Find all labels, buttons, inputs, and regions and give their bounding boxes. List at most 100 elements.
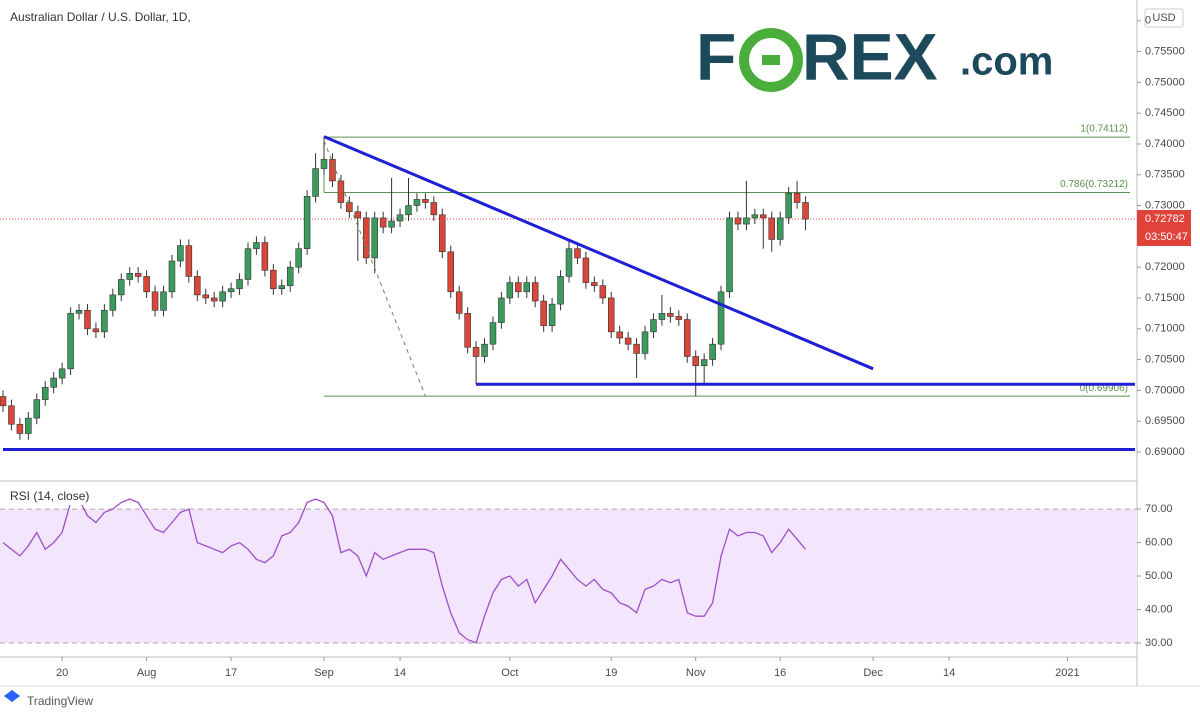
rsi-band <box>0 509 1137 643</box>
countdown: 03:50:47 <box>1145 231 1188 243</box>
x-tick-label: Nov <box>686 667 706 679</box>
candle-body <box>194 276 201 296</box>
candle-body <box>33 399 41 419</box>
x-tick-label: Oct <box>501 667 518 679</box>
x-tick-label: Dec <box>863 667 883 679</box>
candle-body <box>41 386 49 400</box>
candle-body <box>489 322 497 345</box>
candle-body <box>244 248 252 280</box>
candle-body <box>793 192 801 203</box>
candle-body <box>692 356 699 367</box>
currency[interactable]: USD <box>1152 12 1175 24</box>
candle-body <box>109 294 117 311</box>
candle-body <box>379 217 387 228</box>
candle-body <box>261 242 269 271</box>
candle-body <box>464 313 471 348</box>
countdown-box <box>1137 227 1191 246</box>
rsi-title-box <box>6 488 84 505</box>
last-price-box <box>1137 209 1191 228</box>
candle-body <box>185 245 193 277</box>
y-tick-label: 0.69000 <box>1145 446 1185 458</box>
candle-body <box>616 331 623 339</box>
candle-body <box>599 285 607 299</box>
candle-body <box>785 192 792 219</box>
candle-body <box>25 417 32 434</box>
y-tick-label: 0.70000 <box>1145 384 1185 396</box>
candle-body <box>219 291 226 302</box>
candle-body <box>540 300 547 326</box>
candle-body <box>472 346 480 357</box>
candle-body <box>633 343 640 354</box>
candle-body <box>236 279 243 290</box>
y-tick-label: 0.75500 <box>1145 45 1185 57</box>
candle-body <box>624 337 632 345</box>
x-tick-label: Aug <box>137 667 157 679</box>
footer: TradingView <box>4 690 93 708</box>
candle-body <box>134 273 142 277</box>
candle-body <box>278 285 286 290</box>
rsi-y-tick-label: 60.00 <box>1145 536 1173 548</box>
candle-body <box>151 291 159 311</box>
candle-body <box>67 313 74 370</box>
fib-label: 1(0.74112) <box>1080 124 1128 135</box>
x-tick-label: Sep <box>314 667 334 679</box>
candle-body <box>160 291 167 311</box>
candle-body <box>270 269 277 290</box>
candle-body <box>557 276 564 305</box>
candle-body <box>413 199 421 206</box>
candle-body <box>168 260 176 293</box>
candle-body <box>548 303 556 326</box>
y-tick-label: 0.73500 <box>1145 169 1185 181</box>
y-tick-label: 0 <box>1145 15 1151 27</box>
candle-body <box>481 343 488 357</box>
candle-body <box>346 202 353 213</box>
candle-body <box>371 217 378 259</box>
candle-body <box>607 297 615 333</box>
candle-body <box>641 331 649 354</box>
candle-body <box>84 309 91 330</box>
candle-body <box>760 214 767 219</box>
y-tick-label: 0.70500 <box>1145 353 1185 365</box>
logo-coin-bar <box>762 55 780 65</box>
candle-body <box>0 396 7 407</box>
x-tick-label: 14 <box>943 667 955 679</box>
x-tick-label: 16 <box>774 667 786 679</box>
rsi-y-tick-label: 40.00 <box>1145 603 1173 615</box>
trend-line <box>323 135 874 371</box>
candle-body <box>422 199 429 203</box>
tradingview-icon <box>4 690 20 702</box>
candle-body <box>286 266 294 286</box>
x-tick-label: 2021 <box>1055 667 1079 679</box>
x-tick-label: 19 <box>605 667 617 679</box>
candle-body <box>16 423 24 434</box>
candle-body <box>143 276 150 293</box>
candle-body <box>362 217 370 259</box>
candle-body <box>675 316 683 320</box>
logo-coin <box>739 28 803 92</box>
candle-body <box>126 273 133 280</box>
candle-body <box>227 288 235 293</box>
candle-body <box>574 248 581 259</box>
rsi-title: RSI (14, close) <box>10 489 89 503</box>
y-tick-label: 0.74000 <box>1145 138 1185 150</box>
candle-body <box>253 242 260 249</box>
candle-body <box>751 214 759 219</box>
candle-body <box>734 217 742 225</box>
rsi-y-tick-label: 70.00 <box>1145 503 1173 515</box>
candle-body <box>396 214 404 222</box>
candle-body <box>565 248 573 277</box>
fib-label: 0.786(0.73212) <box>1060 179 1128 190</box>
y-tick-label: 0.69500 <box>1145 415 1185 427</box>
candle-body <box>802 202 809 220</box>
y-tick-label: 0.71000 <box>1145 323 1185 335</box>
currency-box[interactable] <box>1144 8 1184 28</box>
candle-body <box>591 282 598 286</box>
candle-body <box>768 217 776 240</box>
candle-body <box>455 291 463 314</box>
candle-body <box>726 217 733 293</box>
candle-body <box>75 309 83 314</box>
candle-body <box>709 343 716 360</box>
x-tick-label: 14 <box>394 667 406 679</box>
